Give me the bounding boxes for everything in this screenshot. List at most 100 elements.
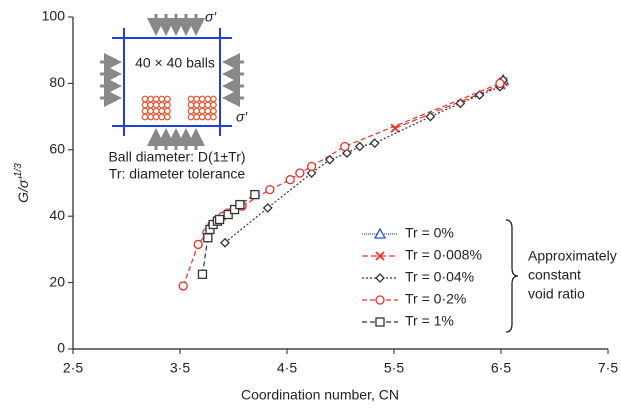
point bbox=[369, 138, 380, 149]
y-tick-label: 100 bbox=[42, 8, 66, 24]
point bbox=[340, 141, 350, 152]
point bbox=[495, 78, 505, 89]
ball bbox=[204, 107, 212, 115]
ball bbox=[158, 101, 166, 109]
point bbox=[193, 239, 203, 250]
ball bbox=[187, 101, 195, 109]
y-axis-label-main: G/σ′ bbox=[15, 176, 31, 203]
ball bbox=[198, 95, 206, 103]
y-tick-label: 40 bbox=[49, 207, 65, 223]
ball bbox=[209, 107, 217, 115]
ball bbox=[187, 95, 195, 103]
legend-marker bbox=[373, 227, 387, 239]
y-tick-label: 0 bbox=[57, 340, 65, 356]
ball bbox=[163, 107, 171, 115]
point bbox=[229, 204, 240, 215]
ball bbox=[152, 113, 160, 121]
y-tick-label: 80 bbox=[49, 74, 65, 90]
legend-marker bbox=[375, 295, 385, 305]
y-tick-label: 60 bbox=[49, 141, 65, 157]
x-tick-label: 2·5 bbox=[63, 360, 83, 376]
ball bbox=[209, 95, 217, 103]
ball bbox=[209, 113, 217, 121]
x-tick-label: 3·5 bbox=[170, 360, 190, 376]
annotation: constant bbox=[528, 267, 581, 283]
ball bbox=[204, 101, 212, 109]
x-tick-label: 6·5 bbox=[491, 360, 511, 376]
ball bbox=[209, 101, 217, 109]
point bbox=[455, 98, 466, 109]
brace bbox=[505, 219, 519, 333]
point bbox=[354, 141, 365, 152]
point bbox=[203, 233, 213, 243]
point bbox=[425, 111, 436, 122]
annotation: Approximately bbox=[528, 248, 617, 264]
ball bbox=[193, 107, 201, 115]
ball bbox=[141, 101, 149, 109]
ball bbox=[147, 95, 155, 103]
x-tick-label: 7·5 bbox=[598, 360, 618, 376]
ball bbox=[141, 107, 149, 115]
point bbox=[197, 269, 208, 279]
ball bbox=[147, 113, 155, 121]
ball bbox=[163, 101, 171, 109]
annotation: void ratio bbox=[528, 286, 585, 302]
ball bbox=[147, 107, 155, 115]
point bbox=[390, 123, 400, 133]
stress-label: σ′ bbox=[205, 9, 217, 25]
ball bbox=[163, 113, 171, 121]
legend-marker bbox=[375, 317, 385, 327]
x-tick-label: 5·5 bbox=[384, 360, 404, 376]
point bbox=[474, 90, 485, 100]
point bbox=[265, 184, 275, 195]
ball bbox=[187, 113, 195, 121]
legend-label: Tr = 0% bbox=[405, 225, 454, 241]
y-tick-label: 20 bbox=[49, 273, 65, 289]
legend-marker bbox=[375, 273, 385, 283]
point bbox=[285, 175, 295, 185]
legend-label: Tr = 0·2% bbox=[405, 291, 466, 307]
inset-note: Ball diameter: D(1±Tr) bbox=[108, 149, 245, 165]
point bbox=[223, 209, 233, 220]
legend-label: Tr = 0·008% bbox=[405, 247, 482, 263]
inset-diagram: 40 × 40 balls σ′ σ′ Ball diameter: D(1±T… bbox=[100, 9, 248, 182]
inset-note: Tr: diameter tolerance bbox=[109, 166, 246, 182]
ball bbox=[141, 113, 149, 121]
y-axis-label-exponent: 1/3 bbox=[13, 163, 24, 177]
ball bbox=[158, 107, 166, 115]
point bbox=[178, 281, 188, 291]
point bbox=[250, 189, 260, 200]
point bbox=[306, 168, 317, 178]
ball bbox=[147, 101, 155, 109]
y-axis-label: G/σ′1/3 bbox=[13, 163, 31, 203]
ball bbox=[163, 95, 171, 103]
ball bbox=[198, 107, 206, 115]
ball bbox=[152, 101, 160, 109]
point bbox=[324, 154, 335, 165]
point bbox=[214, 214, 225, 225]
ball bbox=[198, 113, 206, 121]
ball bbox=[204, 113, 212, 121]
stress-label: σ′ bbox=[236, 109, 248, 125]
x-tick-label: 4·5 bbox=[277, 360, 297, 376]
ball bbox=[198, 101, 206, 109]
ball bbox=[187, 107, 195, 115]
legend-label: Tr = 1% bbox=[405, 313, 454, 329]
ball bbox=[193, 101, 201, 109]
ball bbox=[193, 95, 201, 103]
ball bbox=[141, 95, 149, 103]
ball bbox=[152, 95, 160, 103]
ball bbox=[158, 95, 166, 103]
x-axis-label: Coordination number, CN bbox=[241, 387, 399, 403]
point bbox=[235, 199, 245, 210]
ball bbox=[152, 107, 160, 115]
point bbox=[295, 168, 305, 178]
ball bbox=[158, 113, 166, 121]
inset-label: 40 × 40 balls bbox=[135, 55, 215, 71]
legend-label: Tr = 0·04% bbox=[405, 269, 474, 285]
legend-marker bbox=[375, 251, 385, 261]
point bbox=[262, 202, 273, 213]
ball bbox=[193, 113, 201, 121]
point bbox=[306, 161, 317, 172]
